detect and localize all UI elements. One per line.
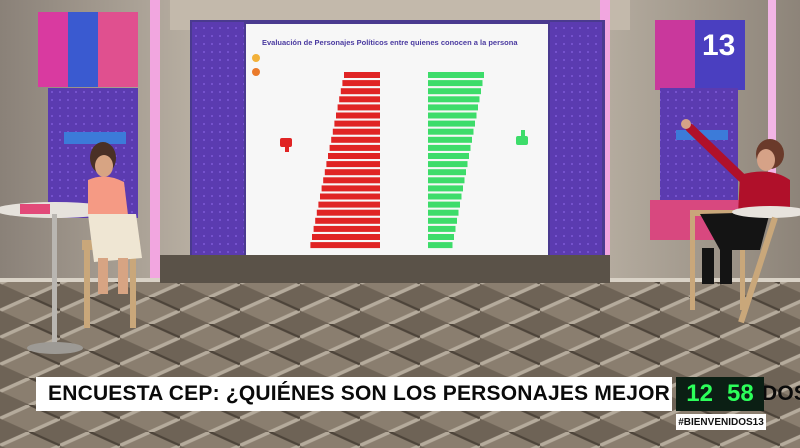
screen-bar-negative — [334, 120, 380, 127]
thumbs-down-icon — [280, 138, 292, 152]
screen-bar-positive — [428, 193, 462, 200]
poll-logo-icon — [252, 54, 260, 62]
screen-bar-negative — [321, 185, 380, 192]
screen-bar-positive — [428, 217, 457, 224]
screen-bar-negative — [315, 217, 380, 224]
screen-bar-positive — [428, 72, 484, 78]
screen-bar-negative — [340, 88, 380, 95]
screen-bar-positive — [428, 88, 481, 95]
screen-bar-positive — [428, 177, 465, 184]
screen-bar-negative — [320, 193, 380, 200]
screen-bar-negative — [324, 169, 380, 176]
screen-bar-negative — [316, 209, 380, 216]
screen-bar-positive — [428, 120, 475, 127]
screen-bar-negative — [312, 234, 380, 240]
screen-bar-positive — [428, 161, 468, 168]
screen-bar-negative — [310, 242, 380, 249]
screen-bar-positive — [428, 144, 471, 151]
poll-logo-icon — [252, 68, 260, 76]
screen-bar-positive — [428, 225, 456, 232]
screen-bar-negative — [342, 80, 380, 87]
screen-bar-negative — [344, 72, 380, 78]
screen-bar-positive — [428, 185, 463, 192]
screen-bar-negative — [313, 225, 380, 232]
screen-bar-negative — [328, 153, 380, 159]
screen-bar-negative — [332, 128, 380, 135]
headline-text: ENCUESTA CEP: ¿QUIÉNES SON LOS PERSONAJE… — [48, 382, 800, 405]
screen-bar-negative — [318, 201, 380, 208]
screen-bar-negative — [331, 136, 380, 143]
channel-logo: 13 — [702, 29, 736, 62]
lower-third-banner: ENCUESTA CEP: ¿QUIÉNES SON LOS PERSONAJE… — [36, 377, 800, 411]
screen-bar-positive — [428, 234, 454, 240]
screen-bar-positive — [428, 112, 477, 119]
hashtag-text: #BIENVENIDOS13 — [678, 416, 764, 428]
screen-bar-positive — [428, 201, 460, 208]
clock-hours: 12 — [686, 380, 713, 407]
screen-bar-negative — [337, 104, 380, 111]
screen-bar-positive — [428, 80, 483, 87]
on-air-clock: 12 58 — [676, 377, 764, 411]
screen-bar-negative — [339, 96, 380, 103]
screen-bar-positive — [428, 209, 459, 216]
hashtag-badge: #BIENVENIDOS13 — [676, 414, 766, 430]
screen-bar-negative — [329, 144, 380, 151]
screen-bar-positive — [428, 169, 466, 176]
screen-bar-negative — [323, 177, 380, 184]
screen-bar-positive — [428, 136, 472, 143]
screen-bar-positive — [428, 153, 469, 159]
screen-bar-positive — [428, 96, 480, 103]
screen-bar-negative — [326, 161, 380, 168]
screen-bar-negative — [336, 112, 380, 119]
screen-chart-title: Evaluación de Personajes Políticos entre… — [262, 38, 518, 47]
screen-bar-positive — [428, 128, 474, 135]
screen-chart — [252, 54, 528, 249]
thumbs-up-icon — [516, 130, 528, 145]
screen-bar-positive — [428, 104, 478, 111]
screen-bar-positive — [428, 242, 453, 249]
clock-minutes: 58 — [727, 380, 754, 407]
